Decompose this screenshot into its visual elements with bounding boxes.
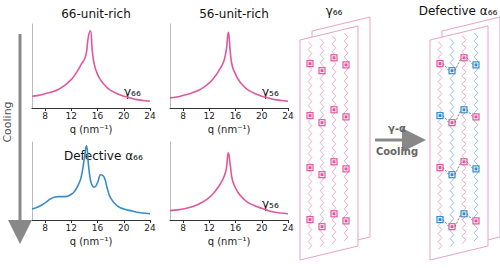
svg-text:66-unit-rich: 66-unit-rich [61, 7, 131, 21]
svg-text:24: 24 [144, 223, 156, 233]
svg-text:Defective α₆₆: Defective α₆₆ [419, 4, 498, 18]
svg-text:q (nm⁻¹): q (nm⁻¹) [70, 124, 113, 135]
svg-text:Cooling: Cooling [376, 146, 418, 157]
svg-text:γ₆₆: γ₆₆ [124, 85, 141, 99]
svg-text:12: 12 [204, 223, 215, 233]
svg-text:16: 16 [92, 111, 104, 121]
svg-text:Cooling: Cooling [1, 101, 14, 142]
svg-text:8: 8 [42, 111, 48, 121]
svg-text:Defective α₆₆: Defective α₆₆ [64, 149, 143, 163]
svg-text:q (nm⁻¹): q (nm⁻¹) [208, 124, 251, 135]
svg-text:16: 16 [230, 223, 242, 233]
svg-text:12: 12 [66, 111, 77, 121]
svg-text:q (nm⁻¹): q (nm⁻¹) [70, 236, 113, 247]
svg-text:γ₅₆: γ₅₆ [262, 85, 279, 99]
svg-text:γ₆₆: γ₆₆ [326, 4, 343, 18]
svg-text:24: 24 [144, 111, 156, 121]
svg-text:20: 20 [256, 223, 268, 233]
svg-text:24: 24 [282, 223, 294, 233]
svg-text:24: 24 [282, 111, 294, 121]
svg-text:20: 20 [118, 223, 130, 233]
svg-text:8: 8 [180, 223, 186, 233]
svg-text:γ₅₆: γ₅₆ [262, 197, 279, 211]
svg-text:q (nm⁻¹): q (nm⁻¹) [208, 236, 251, 247]
svg-text:56-unit-rich: 56-unit-rich [199, 7, 269, 21]
svg-text:8: 8 [180, 111, 186, 121]
svg-text:12: 12 [66, 223, 77, 233]
svg-text:20: 20 [118, 111, 130, 121]
svg-text:8: 8 [42, 223, 48, 233]
svg-text:12: 12 [204, 111, 215, 121]
svg-text:20: 20 [256, 111, 268, 121]
svg-text:16: 16 [92, 223, 104, 233]
svg-text:γ-α: γ-α [388, 123, 406, 134]
svg-text:16: 16 [230, 111, 242, 121]
